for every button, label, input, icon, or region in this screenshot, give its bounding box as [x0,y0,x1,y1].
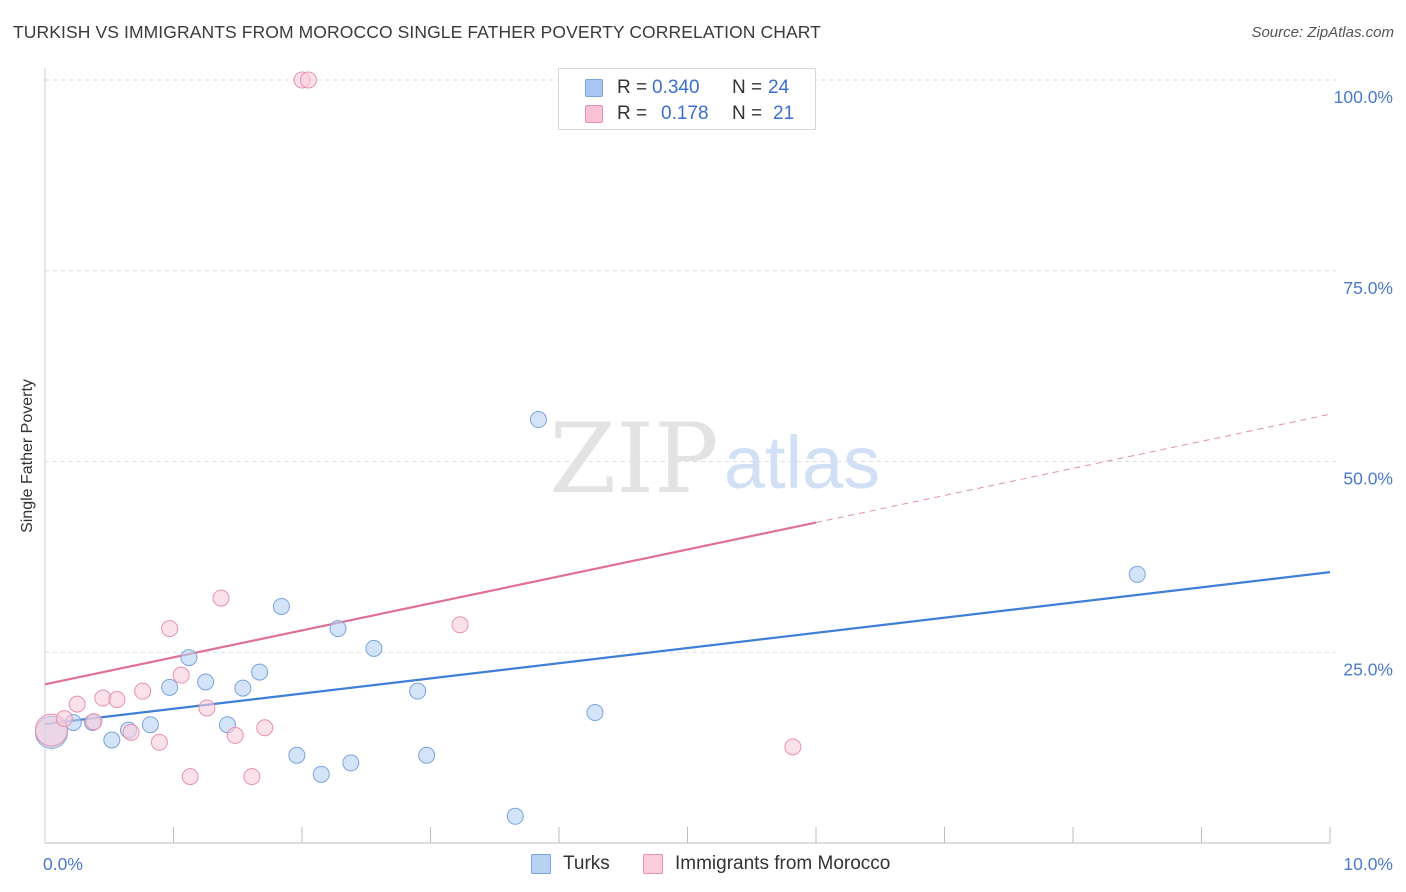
point-turks [197,673,215,691]
legend-swatch-turks [585,79,603,97]
point-turks [1128,565,1146,583]
point-morocco [134,682,152,700]
point-morocco [784,738,802,756]
chart-title: TURKISH VS IMMIGRANTS FROM MOROCCO SINGL… [13,22,821,42]
point-morocco [451,616,469,634]
y-tick-label: 100.0% [1334,87,1393,107]
watermark-atlas: atlas [724,421,880,504]
point-turks [161,678,179,696]
point-turks [409,682,427,700]
point-morocco [256,719,274,737]
point-morocco [108,691,126,709]
point-morocco [226,726,244,744]
legend-n-value: 24 [768,77,790,98]
legend-r-label: R = [617,103,648,124]
bottom-legend-label-turks: Turks [563,853,610,874]
watermark-zip: ZIP [549,403,718,515]
y-tick-label: 25.0% [1343,659,1393,679]
point-morocco [94,689,112,707]
point-turks [586,704,604,722]
point-turks [103,731,121,749]
point-morocco [161,620,179,638]
gridlines [45,79,1336,653]
point-turks [141,716,159,734]
point-morocco [299,71,317,89]
point-morocco [122,723,140,741]
y-tick-label: 50.0% [1343,469,1393,489]
axes [44,68,1331,844]
x-tick-label: 0.0% [43,854,83,874]
bottom-legend-swatch-turks [531,854,551,874]
trend-line-morocco-extension [815,413,1331,524]
trend-lines [44,413,1331,726]
legend-n-label: N = [732,103,763,124]
point-turks [288,746,306,764]
legend-swatch-morocco [585,105,603,123]
point-morocco [172,666,190,684]
y-tick-label: 75.0% [1343,278,1393,298]
point-turks [365,639,383,657]
tick-labels: 25.0% 50.0% 75.0% 100.0% 0.0% 10.0% [43,87,1393,874]
legend-n-value: 21 [773,103,795,124]
point-turks [329,620,347,638]
data-points [34,71,1146,825]
point-turks [234,679,252,697]
trend-line-morocco [44,521,817,686]
point-turks [418,746,436,764]
legend-r-label: R = [617,77,648,98]
point-morocco [150,733,168,751]
legend-r-value: 0.340 [652,77,700,98]
point-morocco [243,768,261,786]
point-turks [342,754,360,772]
legend-r-value: 0.178 [661,103,709,124]
point-morocco [55,710,73,728]
point-turks [180,649,198,667]
bottom-legend-swatch-morocco [643,854,663,874]
trend-line-turks [44,571,1331,726]
point-turks [272,597,290,615]
point-morocco [68,695,86,713]
point-turks [529,411,547,429]
bottom-legend-label-morocco: Immigrants from Morocco [675,853,891,874]
correlation-legend: R = 0.340 N = 24 R = 0.178 N = 21 [558,68,816,130]
point-morocco [181,768,199,786]
x-tick-label: 10.0% [1343,854,1393,874]
point-morocco [198,699,216,717]
point-morocco [85,713,103,731]
legend-n-label: N = [732,77,763,98]
point-turks [506,807,524,825]
point-turks [312,765,330,783]
point-morocco [212,589,230,607]
chart-source: Source: ZipAtlas.com [1251,24,1394,41]
point-turks [251,663,269,681]
